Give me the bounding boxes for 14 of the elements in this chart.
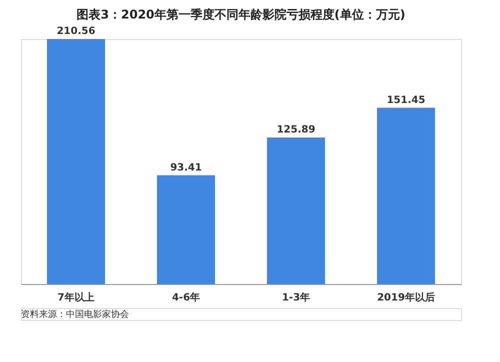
text: 资料来源：中国电影家协会: [21, 309, 129, 320]
bar: [267, 138, 325, 284]
data-label: 125.89: [276, 124, 316, 136]
chart-title: 图表3：2020年第一季度不同年龄影院亏损程度(单位：万元): [76, 8, 406, 22]
bar: [157, 175, 215, 284]
bar: [377, 108, 435, 284]
data-label: 210.56: [56, 26, 96, 37]
x-tick-label: 4-6年: [172, 292, 200, 304]
data-label: 151.45: [386, 94, 426, 106]
bar: [47, 39, 105, 284]
x-tick-label: 7年以上: [58, 292, 94, 304]
x-tick-label: 2019年以后: [377, 292, 435, 304]
x-tick-label: 1-3年: [282, 292, 310, 304]
data-label: 93.41: [170, 162, 202, 174]
